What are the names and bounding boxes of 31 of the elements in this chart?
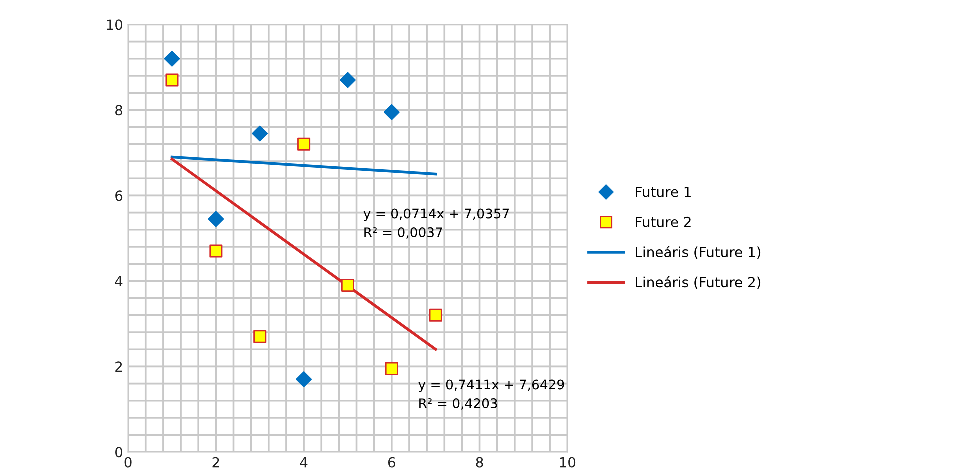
y-tick-label: 0	[116, 447, 123, 458]
point	[429, 308, 442, 322]
point	[208, 211, 224, 228]
point	[385, 362, 398, 376]
annotation: y = 0,0714x + 7,0357 R² = 0,0037	[364, 208, 510, 239]
x-tick-label: 0	[124, 457, 132, 468]
legend-label: Future 2	[636, 216, 691, 228]
point	[252, 126, 268, 142]
x-tick-label: 10	[560, 457, 576, 468]
y-tick-label: 6	[116, 190, 123, 202]
point	[210, 244, 223, 258]
annotation: y = 0,7411x + 7,6429 R² = 0,4203	[418, 380, 564, 410]
x-tick-label: 2	[212, 457, 220, 468]
point	[384, 104, 400, 120]
x-tick-label: 8	[476, 457, 484, 468]
point	[340, 72, 356, 88]
legend-label: Lineáris (Future 2)	[636, 276, 761, 290]
y-tick-label: 8	[116, 105, 122, 116]
point	[254, 330, 267, 344]
legend-label: Future 1	[636, 186, 691, 198]
point	[298, 138, 311, 151]
point	[166, 74, 179, 87]
point	[164, 50, 180, 67]
point	[296, 372, 312, 388]
legend-label: Lineáris (Future 1)	[636, 246, 761, 260]
x-tick-label: 6	[388, 457, 396, 468]
y-tick-label: 4	[115, 276, 123, 286]
y-tick-label: 10	[107, 20, 123, 30]
x-tick-label: 4	[300, 457, 308, 468]
point	[341, 278, 354, 292]
y-tick-label: 2	[116, 362, 122, 372]
